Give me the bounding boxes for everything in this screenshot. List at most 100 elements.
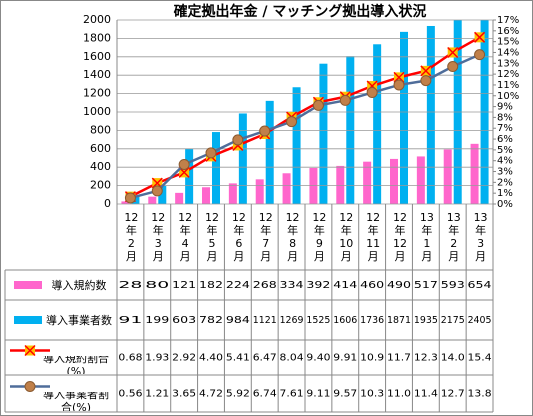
table-value: 11.7 bbox=[387, 353, 411, 364]
table-value: 3.65 bbox=[172, 389, 196, 400]
y2-tick-label: 10% bbox=[497, 91, 519, 102]
table-value: 414 bbox=[333, 280, 357, 291]
table-value: 6.47 bbox=[253, 353, 277, 364]
marker bbox=[205, 147, 217, 159]
x-tick-label: 13年3月 bbox=[473, 211, 488, 263]
table-value: 0.68 bbox=[118, 353, 142, 364]
y-tick-label: 1200 bbox=[83, 87, 111, 100]
bar bbox=[336, 165, 345, 204]
x-tick-label: 12年2月 bbox=[124, 211, 139, 263]
x-tick-label-box: 13年2月 bbox=[447, 211, 461, 263]
bar bbox=[158, 185, 167, 204]
y-tick-label: 1400 bbox=[83, 68, 111, 81]
chart-title: 確定拠出年金 / マッチング拠出導入状況 bbox=[174, 3, 427, 20]
x-tick-label: 12年12月 bbox=[392, 211, 407, 263]
table-value: 11.0 bbox=[387, 389, 411, 400]
marker bbox=[447, 46, 459, 59]
table-value: 392 bbox=[306, 280, 330, 291]
bar bbox=[265, 100, 274, 204]
legend-label-box: 導入事業者数 bbox=[46, 314, 112, 327]
x-tick-label: 12年5月 bbox=[204, 211, 219, 263]
table-value: 12.7 bbox=[441, 389, 465, 400]
table-value: 490 bbox=[387, 280, 411, 291]
marker-x bbox=[474, 31, 486, 43]
bar bbox=[255, 179, 264, 204]
table-value: 2175 bbox=[441, 315, 465, 326]
table-value: 517 bbox=[414, 280, 438, 291]
x-tick-label: 12年9月 bbox=[312, 211, 327, 263]
marker-x bbox=[447, 46, 459, 59]
table-value: 984 bbox=[226, 315, 250, 326]
marker bbox=[24, 344, 36, 357]
table-value: 11.4 bbox=[414, 389, 438, 400]
table-value: 1121 bbox=[253, 315, 277, 326]
y2-tick-label: 6% bbox=[497, 134, 513, 145]
legend-label: 導入規約数 bbox=[51, 278, 107, 292]
table-value: 10.3 bbox=[360, 389, 384, 400]
bar bbox=[363, 161, 372, 204]
y-tick-label: 200 bbox=[90, 179, 111, 192]
table-value: 15.4 bbox=[468, 353, 492, 364]
bar bbox=[373, 44, 382, 204]
table-value: 593 bbox=[441, 280, 465, 291]
bar bbox=[319, 63, 328, 204]
bar bbox=[282, 173, 291, 204]
marker bbox=[232, 134, 244, 146]
table-value: 1.93 bbox=[145, 353, 169, 364]
table-value: 2.92 bbox=[172, 353, 196, 364]
bar bbox=[426, 25, 435, 204]
table-value: 1736 bbox=[360, 315, 384, 326]
y-tick-label: 600 bbox=[90, 142, 111, 155]
y2-tick-label: 3% bbox=[497, 167, 513, 178]
table-value: 6.74 bbox=[253, 389, 277, 400]
table-value: 80 bbox=[145, 280, 169, 291]
y-tick-label: 800 bbox=[90, 123, 111, 136]
table-value: 603 bbox=[172, 315, 196, 326]
marker bbox=[474, 31, 486, 43]
x-tick-label-box: 12年11月 bbox=[366, 211, 381, 263]
y2-tick-label: 9% bbox=[497, 102, 513, 113]
table-value: 8.04 bbox=[280, 353, 304, 364]
y-tick-label: 1000 bbox=[83, 105, 111, 118]
table-value: 1606 bbox=[333, 315, 357, 326]
y2-tick-label: 15% bbox=[497, 37, 519, 48]
y2-tick-label: 0% bbox=[497, 199, 513, 210]
x-tick-label: 12年7月 bbox=[258, 211, 273, 263]
y-tick-label: 400 bbox=[90, 160, 111, 173]
table-value: 460 bbox=[360, 280, 384, 291]
x-tick-label: 12年11月 bbox=[366, 211, 381, 263]
x-tick-label: 12年10月 bbox=[339, 211, 354, 263]
bar bbox=[480, 20, 489, 204]
table-value: 28 bbox=[118, 280, 142, 291]
x-tick-label-box: 12年5月 bbox=[204, 211, 219, 263]
table-value: 1871 bbox=[387, 315, 411, 326]
x-tick-label-box: 12年7月 bbox=[258, 211, 273, 263]
x-tick-label: 12年3月 bbox=[151, 211, 166, 263]
table-value: 9.11 bbox=[306, 389, 330, 400]
x-tick-label-box: 12年6月 bbox=[232, 211, 246, 263]
legend-swatch bbox=[14, 316, 42, 324]
y-tick-label: 1800 bbox=[83, 31, 111, 44]
y-tick-label: 0 bbox=[104, 197, 111, 210]
table-value: 9.91 bbox=[333, 353, 357, 364]
table-value: 224 bbox=[226, 280, 250, 291]
bar bbox=[175, 192, 184, 204]
bar bbox=[390, 158, 398, 204]
table-value: 121 bbox=[172, 280, 196, 291]
bar bbox=[238, 113, 247, 204]
marker-x bbox=[420, 65, 432, 77]
marker bbox=[124, 192, 136, 204]
bar bbox=[470, 143, 479, 204]
marker bbox=[339, 94, 351, 106]
legend-label-box: 導入事業者割合(%) bbox=[43, 392, 109, 412]
table-value: 10.9 bbox=[360, 353, 384, 364]
marker bbox=[393, 79, 405, 91]
x-tick-label-box: 12年4月 bbox=[178, 211, 192, 263]
table-value: 14.0 bbox=[441, 353, 465, 364]
table-value: 0.56 bbox=[118, 389, 142, 400]
y2-tick-label: 12% bbox=[497, 69, 519, 80]
x-tick-label-box: 13年1月 bbox=[420, 211, 434, 263]
y2-tick-label: 1% bbox=[497, 188, 513, 199]
bar bbox=[443, 149, 452, 204]
